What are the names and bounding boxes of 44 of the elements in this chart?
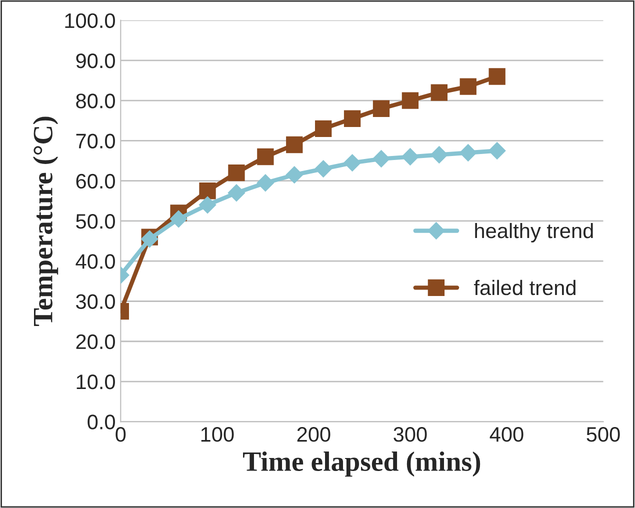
point — [199, 182, 216, 200]
point — [372, 150, 390, 168]
point — [488, 142, 506, 160]
legend-label: failed trend — [474, 280, 576, 296]
point — [460, 78, 476, 95]
point — [198, 196, 216, 214]
point — [315, 120, 332, 138]
y-tick-label: 20.0 — [76, 334, 115, 350]
y-tick-label: 100.0 — [65, 13, 115, 28]
point — [286, 136, 303, 154]
point — [228, 184, 246, 202]
point — [344, 154, 361, 172]
x-tick-label: 300 — [394, 427, 427, 442]
point — [344, 110, 361, 127]
y-tick-label: 50.0 — [76, 214, 115, 229]
y-tick-label: 0.0 — [88, 414, 115, 430]
point — [372, 100, 390, 117]
x-tick-label: 100 — [201, 427, 234, 442]
y-tick-label: 90.0 — [76, 53, 115, 68]
y-tick-label: 30.0 — [76, 294, 115, 309]
x-tick-label: 400 — [490, 427, 524, 442]
y-tick-label: 10.0 — [76, 374, 115, 390]
y-tick-label: 40.0 — [76, 254, 115, 269]
point — [286, 166, 303, 184]
y-axis-title: Temperature (°C) — [32, 116, 58, 326]
x-axis-title: Time elapsed (mins) — [243, 451, 480, 477]
point — [488, 68, 506, 85]
y-tick-label: 70.0 — [76, 134, 115, 148]
point — [460, 144, 477, 162]
point — [257, 148, 274, 166]
point — [170, 210, 188, 228]
x-tick-label: 0 — [116, 427, 126, 442]
x-tick-label: 500 — [586, 427, 620, 442]
x-tick-label: 200 — [297, 427, 330, 442]
legend-label: healthy trend — [475, 222, 593, 242]
point — [228, 164, 245, 182]
point — [430, 146, 448, 164]
point — [314, 160, 332, 178]
y-tick-label: 60.0 — [76, 174, 115, 189]
point — [402, 148, 419, 166]
point — [430, 84, 448, 101]
point — [402, 92, 419, 109]
point — [256, 174, 274, 192]
y-tick-label: 80.0 — [76, 94, 115, 108]
